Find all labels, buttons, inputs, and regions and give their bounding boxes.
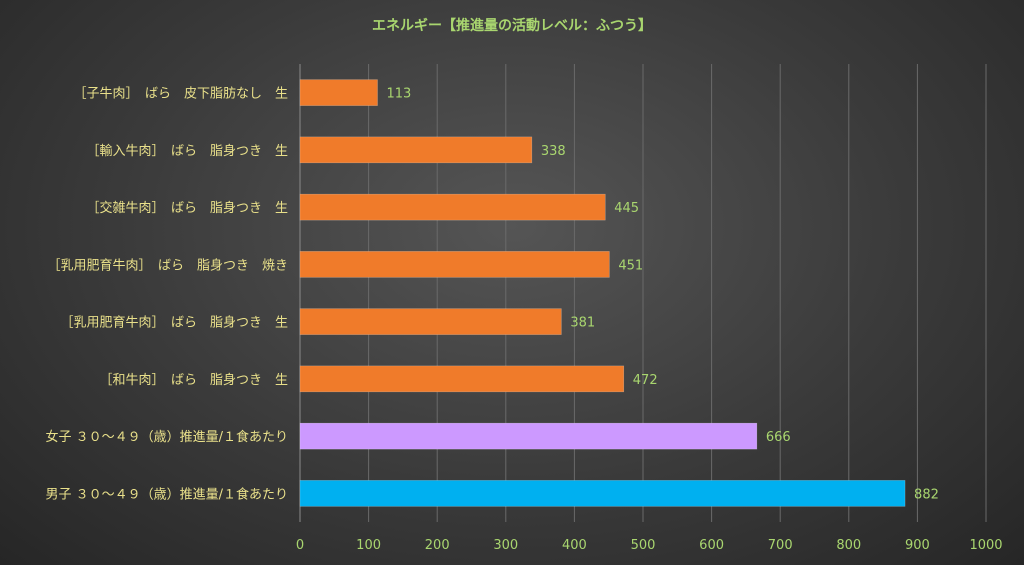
x-tick-label: 400 bbox=[562, 538, 587, 553]
category-label: ［交雑牛肉］ ばら 脂身つき 生 bbox=[86, 200, 288, 216]
bar bbox=[299, 480, 906, 507]
x-tick-label: 900 bbox=[905, 538, 930, 553]
bars bbox=[299, 79, 906, 507]
category-label: 女子 ３０～４９（歳）推進量/１食あたり bbox=[45, 429, 288, 445]
value-label: 338 bbox=[541, 144, 566, 159]
value-label: 445 bbox=[614, 201, 639, 216]
x-tick-label: 200 bbox=[425, 538, 450, 553]
value-label: 472 bbox=[633, 373, 658, 388]
bar bbox=[299, 193, 606, 221]
x-tick-label: 700 bbox=[768, 538, 793, 553]
bar bbox=[299, 251, 610, 278]
category-label: ［乳用肥育牛肉］ ばら 脂身つき 生 bbox=[60, 315, 288, 331]
bar bbox=[299, 365, 625, 393]
bar bbox=[299, 79, 378, 106]
value-label: 666 bbox=[766, 430, 791, 445]
bar bbox=[299, 422, 758, 450]
x-tick-label: 500 bbox=[631, 538, 656, 553]
category-labels: ［子牛肉］ ばら 皮下脂肪なし 生 ［輸入牛肉］ ばら 脂身つき 生 ［交雑牛肉］ … bbox=[45, 86, 288, 503]
x-tick-label: 300 bbox=[493, 538, 518, 553]
chart-title: エネルギー【推進量の活動レベル：ふつう】 bbox=[372, 17, 652, 34]
grid-lines bbox=[299, 64, 987, 522]
x-tick-labels: 0 100 200 300 400 500 600 700 800 900 1000 bbox=[296, 538, 1003, 553]
bar bbox=[299, 136, 533, 164]
category-label: ［輸入牛肉］ ばら 脂身つき 生 bbox=[86, 143, 288, 159]
value-label: 882 bbox=[914, 487, 939, 502]
category-label: 男子 ３０～４９（歳）推進量/１食あたり bbox=[45, 486, 288, 502]
category-label: ［子牛肉］ ばら 皮下脂肪なし 生 bbox=[73, 86, 288, 102]
value-label: 451 bbox=[618, 258, 643, 273]
x-tick-label: 800 bbox=[836, 538, 861, 553]
x-tick-label: 0 bbox=[296, 538, 304, 553]
x-tick-label: 1000 bbox=[969, 538, 1002, 553]
bar bbox=[299, 308, 562, 335]
category-label: ［和牛肉］ ばら 脂身つき 生 bbox=[99, 372, 288, 388]
value-label: 381 bbox=[570, 316, 595, 331]
value-label: 113 bbox=[387, 87, 412, 102]
x-tick-label: 600 bbox=[699, 538, 724, 553]
category-label: ［乳用肥育牛肉］ ばら 脂身つき 焼き bbox=[47, 257, 288, 273]
x-tick-label: 100 bbox=[356, 538, 381, 553]
value-labels: 113 338 445 451 381 472 666 882 bbox=[387, 87, 939, 503]
